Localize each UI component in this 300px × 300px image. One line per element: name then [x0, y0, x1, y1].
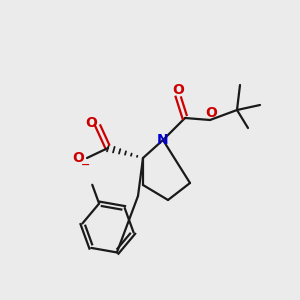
- Text: O: O: [205, 106, 217, 120]
- Text: O: O: [172, 83, 184, 97]
- Text: N: N: [157, 133, 169, 147]
- Text: −: −: [81, 160, 91, 170]
- Text: O: O: [85, 116, 97, 130]
- Text: O: O: [72, 151, 84, 165]
